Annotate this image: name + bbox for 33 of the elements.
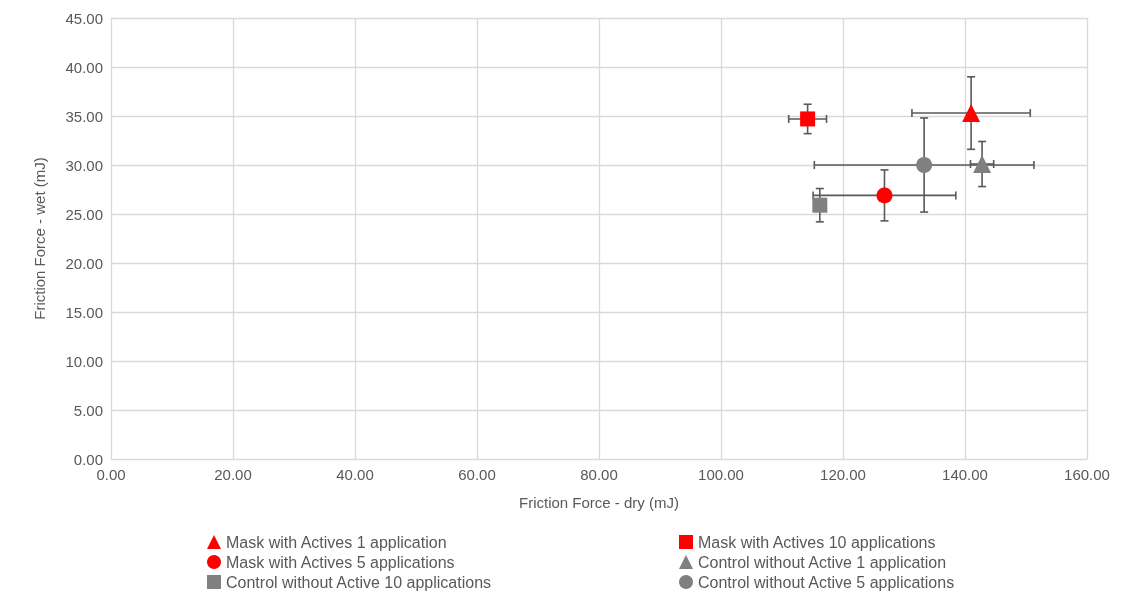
point [812, 197, 828, 213]
x-tick-label: 140.00 [942, 466, 988, 483]
point [800, 111, 816, 127]
y-tick-label: 40.00 [65, 58, 103, 76]
x-tick-label: 40.00 [336, 466, 374, 483]
y-tick-label: 30.00 [65, 156, 103, 174]
x-tick-label: 80.00 [580, 466, 618, 483]
legend-label: Control without Active 5 applications [698, 573, 955, 591]
point [916, 157, 933, 173]
x-axis-title: Friction Force - dry (mJ) [518, 494, 680, 511]
legend-label: Control without Active 1 application [698, 553, 947, 571]
y-tick-label: 45.00 [65, 9, 103, 27]
y-axis-title: Friction Force - wet (mJ) [31, 157, 48, 320]
y-tick-label: 10.00 [65, 352, 103, 370]
y-tick-label: 35.00 [65, 107, 103, 125]
x-tick-label: 60.00 [458, 466, 496, 483]
point [973, 155, 992, 174]
point [962, 104, 981, 123]
y-tick-label: 15.00 [65, 303, 103, 321]
x-tick-label: 100.00 [698, 466, 744, 483]
legend-label: Mask with Actives 10 applications [698, 533, 936, 551]
x-tick-label: 120.00 [820, 466, 866, 483]
x-tick-label: 0.00 [96, 466, 126, 483]
x-tick-label: 160.00 [1064, 466, 1110, 483]
y-tick-label: 20.00 [65, 254, 103, 272]
x-tick-label: 20.00 [214, 466, 252, 483]
point [876, 187, 893, 204]
y-tick-label: 25.00 [65, 205, 103, 223]
legend-label: Control without Active 10 applications [226, 573, 492, 591]
y-tick-label: 0.00 [73, 450, 103, 468]
legend-label: Mask with Actives 5 applications [226, 553, 455, 571]
legend-label: Mask with Actives 1 application [226, 533, 447, 551]
y-tick-label: 5.00 [73, 401, 103, 419]
